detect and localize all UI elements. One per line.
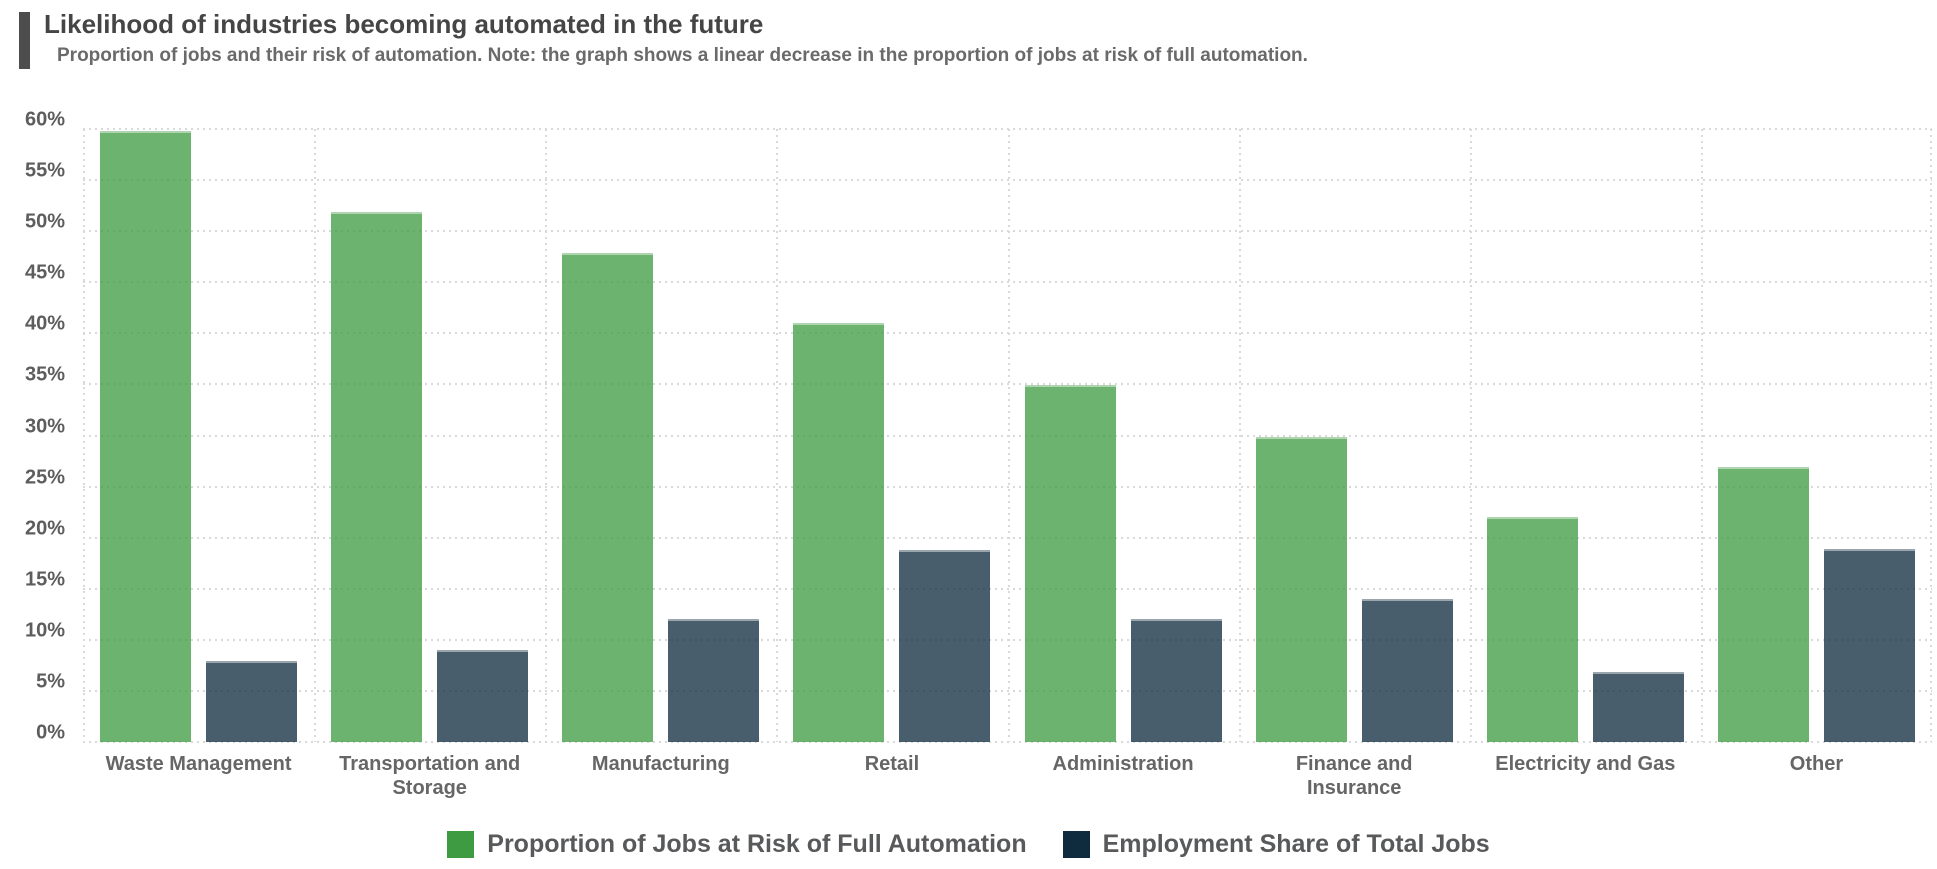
bar-employment-share[interactable]: [899, 549, 991, 742]
bar-automation-risk[interactable]: [1717, 467, 1809, 742]
legend-label: Employment Share of Total Jobs: [1102, 829, 1490, 858]
y-axis-label: 30%: [24, 415, 65, 437]
legend-item-employment-share[interactable]: Employment Share of Total Jobs: [1062, 829, 1490, 859]
x-axis-label: Retail: [864, 753, 920, 775]
x-axis: Waste Management Transportation and Stora…: [83, 752, 1932, 812]
y-axis-label: 5%: [36, 670, 65, 693]
bar-employment-share[interactable]: [206, 661, 297, 742]
gridline-horizontal: [83, 741, 1932, 743]
x-axis-label: Manufacturing: [591, 753, 730, 775]
bar-employment-share[interactable]: [1592, 671, 1684, 742]
y-axis-label: 50%: [24, 210, 65, 233]
plot-area: [83, 128, 1932, 743]
gridline-vertical: [314, 129, 317, 742]
bar-employment-share[interactable]: [1130, 619, 1222, 742]
x-axis-label: Transportation and Storage: [339, 753, 521, 799]
legend-swatch-green: [447, 830, 475, 858]
gridline-vertical: [1469, 129, 1472, 742]
bar-automation-risk[interactable]: [1024, 385, 1116, 742]
y-axis-label: 20%: [24, 517, 65, 540]
bar-group: [545, 129, 776, 742]
x-axis-label: Administration: [1052, 753, 1194, 775]
gridline-vertical: [776, 129, 779, 742]
legend-item-risk-of-automation[interactable]: Proportion of Jobs at Risk of Full Autom…: [447, 829, 1027, 859]
bar-employment-share[interactable]: [1823, 548, 1915, 742]
gridline-vertical: [1930, 129, 1932, 742]
x-axis-label: Other: [1789, 753, 1844, 775]
bar-automation-risk[interactable]: [562, 252, 654, 742]
bar-group: [314, 129, 545, 742]
y-axis-label: 25%: [24, 466, 65, 489]
y-axis-label: 15%: [24, 568, 65, 591]
bar-group: [1470, 129, 1701, 742]
gridline-vertical: [83, 129, 85, 742]
gridline-vertical: [1007, 129, 1010, 742]
gridline-vertical: [1238, 129, 1241, 742]
bar-group: [1701, 129, 1932, 742]
x-axis-label: Finance and Insurance: [1295, 753, 1413, 799]
x-axis-label: Electricity and Gas: [1495, 753, 1676, 775]
bar-group: [776, 129, 1007, 742]
bar-employment-share[interactable]: [1361, 598, 1453, 742]
legend-swatch-navy: [1062, 830, 1090, 858]
bar-automation-risk[interactable]: [793, 323, 885, 742]
y-axis-label: 35%: [24, 363, 65, 386]
y-axis-label: 60%: [24, 108, 65, 131]
gridline-vertical: [1700, 129, 1703, 742]
gridline-vertical: [545, 129, 548, 742]
chart-subtitle: Proportion of jobs and their risk of aut…: [57, 45, 1308, 66]
bar-automation-risk[interactable]: [1486, 517, 1578, 742]
y-axis-label: 45%: [24, 261, 65, 284]
y-axis-label: 55%: [24, 159, 65, 182]
chart-legend: Proportion of Jobs at Risk of Full Autom…: [0, 824, 1937, 864]
chart-title: Likelihood of industries becoming automa…: [44, 9, 764, 39]
bar-automation-risk[interactable]: [1255, 436, 1347, 742]
chart-header: Likelihood of industries becoming automa…: [0, 0, 1937, 90]
bar-group: [83, 129, 314, 742]
y-axis-label: 40%: [24, 312, 65, 335]
y-axis: 0% 5% 10% 15% 20% 25% 30% 35% 40% 45% 50% 55% 60%: [0, 109, 83, 744]
bar-automation-risk[interactable]: [331, 211, 423, 742]
x-axis-label: Waste Management: [105, 753, 292, 775]
y-axis-label: 0%: [36, 721, 65, 744]
bar-employment-share[interactable]: [668, 619, 760, 742]
bar-automation-risk[interactable]: [100, 131, 191, 742]
bar-group: [1239, 129, 1470, 742]
y-axis-label: 10%: [24, 619, 65, 642]
legend-label: Proportion of Jobs at Risk of Full Autom…: [487, 829, 1027, 858]
title-accent-bar: [19, 12, 30, 69]
bar-group: [1008, 129, 1239, 742]
bar-employment-share[interactable]: [437, 650, 529, 742]
